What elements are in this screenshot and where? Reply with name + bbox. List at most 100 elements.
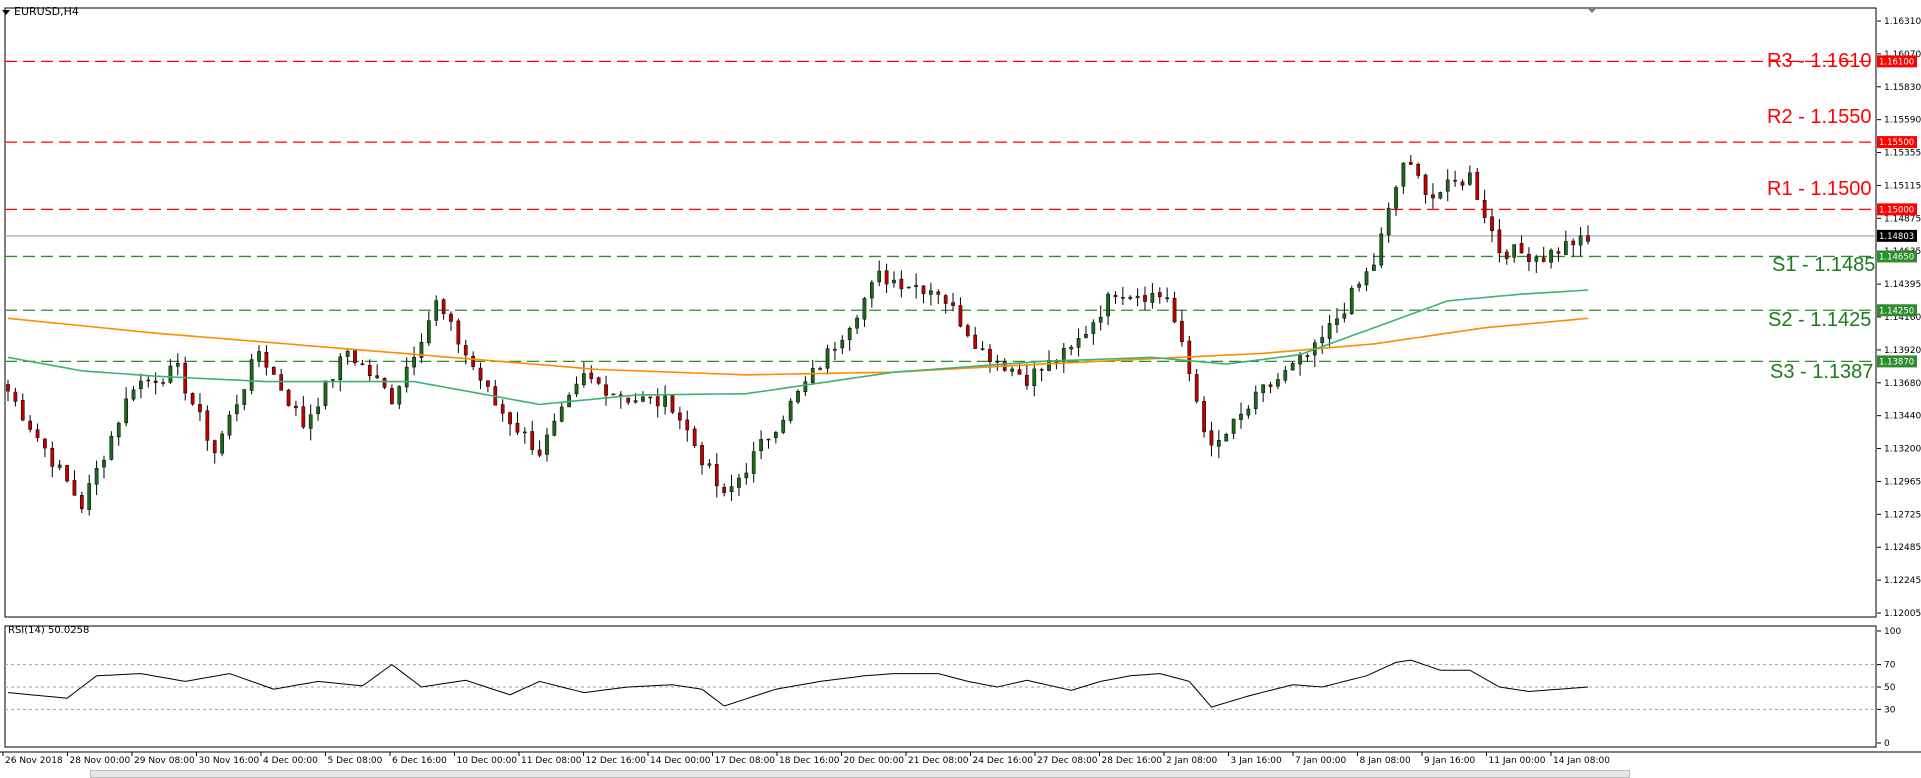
candle-body [951,302,955,306]
candle-body [1157,292,1162,298]
candle-body [781,419,786,433]
candle-body [1541,257,1546,262]
candle-body [1490,216,1494,232]
candle-body [714,464,719,487]
candle-body [663,395,667,407]
candle-body [65,464,69,482]
candle-body [412,357,416,368]
rsi-axis-label: 50 [1884,683,1896,693]
candle-body [892,279,896,284]
r1-price-tag-text: 1.15000 [1879,205,1914,215]
candle-body [1549,249,1553,263]
candle-body [161,382,165,384]
candle-body [124,398,128,424]
candle-body [1408,162,1413,165]
candle-body [818,368,822,370]
chart-title[interactable]: EURUSD,H4 [2,5,79,18]
candle-body [397,386,402,405]
candle-body [729,486,734,492]
candle-body [877,270,882,283]
x-axis-label: 28 Dec 16:00 [1102,756,1163,766]
candle-body [670,395,675,413]
y-axis-label: 1.15355 [1884,149,1921,159]
candle-body [264,352,269,368]
candle-body [1349,288,1354,314]
candle-body [1113,295,1118,298]
candle-body [943,295,948,304]
candle-body [94,467,99,485]
candle-body [190,393,195,405]
candle-body [1431,194,1435,199]
x-axis-label: 14 Jan 08:00 [1553,756,1610,766]
candle-body [633,400,638,403]
candle-body [116,422,121,438]
candle-body [271,367,276,375]
y-axis-label: 1.15830 [1884,83,1921,93]
candle-body [1394,187,1398,209]
candle-body [1534,256,1539,262]
candle-body [530,431,535,450]
candle-body [441,299,446,315]
x-axis-label: 29 Nov 08:00 [134,756,195,766]
r2-price-tag-text: 1.15500 [1879,138,1914,148]
candle-body [449,313,453,322]
x-axis-label: 11 Dec 08:00 [521,756,582,766]
candle-body [382,377,387,388]
candle-body [958,305,963,327]
x-axis-label: 24 Dec 16:00 [973,756,1034,766]
y-axis-label: 1.13920 [1884,346,1921,356]
x-axis-label: 12 Dec 16:00 [586,756,647,766]
candle-body [1010,368,1014,372]
s3-label: S3 - 1.1387 [1770,361,1874,383]
candle-body [1482,199,1487,218]
candle-body [1180,320,1184,343]
y-axis-label: 1.12485 [1884,543,1921,553]
candle-body [995,360,1000,363]
candle-body [131,389,136,400]
candle-body [1364,271,1369,286]
r2-price-tag [1877,136,1917,149]
candle-body [1379,233,1384,266]
candle-body [833,349,837,351]
candle-body [1416,163,1421,176]
candle-body [1468,172,1472,185]
x-axis-label: 17 Dec 08:00 [715,756,776,766]
x-axis-label: 30 Nov 16:00 [199,756,260,766]
current-price-tag [1877,229,1917,242]
candle-body [1098,316,1103,323]
rsi-axis-label: 100 [1884,627,1901,637]
candle-body [198,404,202,413]
candle-body [1460,181,1465,186]
x-axis-label: 11 Jan 00:00 [1489,756,1546,766]
candle-body [471,355,475,367]
candle-body [1571,240,1576,246]
candle-body [678,412,682,421]
y-axis-label: 1.16070 [1884,50,1921,60]
candle-body [840,339,845,349]
candle-body [980,348,985,350]
x-axis-label: 3 Jan 16:00 [1231,756,1283,766]
y-axis-label: 1.14395 [1884,280,1921,290]
rsi-axis-label: 70 [1884,661,1896,671]
candle-body [965,325,970,337]
candle-body [463,345,468,356]
y-axis-label: 1.12965 [1884,477,1921,487]
x-axis-label: 26 Nov 2018 [5,756,63,766]
candle-body [1069,346,1074,350]
candle-body [1357,283,1361,288]
candle-body [862,298,867,320]
candle-body [1224,434,1229,442]
candle-body [700,445,704,466]
horizontal-scrollbar[interactable] [90,770,1630,778]
candle-body [973,334,978,349]
candle-body [1578,235,1583,246]
dropdown-triangle-icon[interactable] [2,9,10,15]
candle-body [353,350,357,363]
candle-body [655,396,660,407]
candle-body [478,367,483,381]
candle-body [1202,401,1206,433]
candle-body [574,383,579,395]
candle-body [57,464,62,468]
